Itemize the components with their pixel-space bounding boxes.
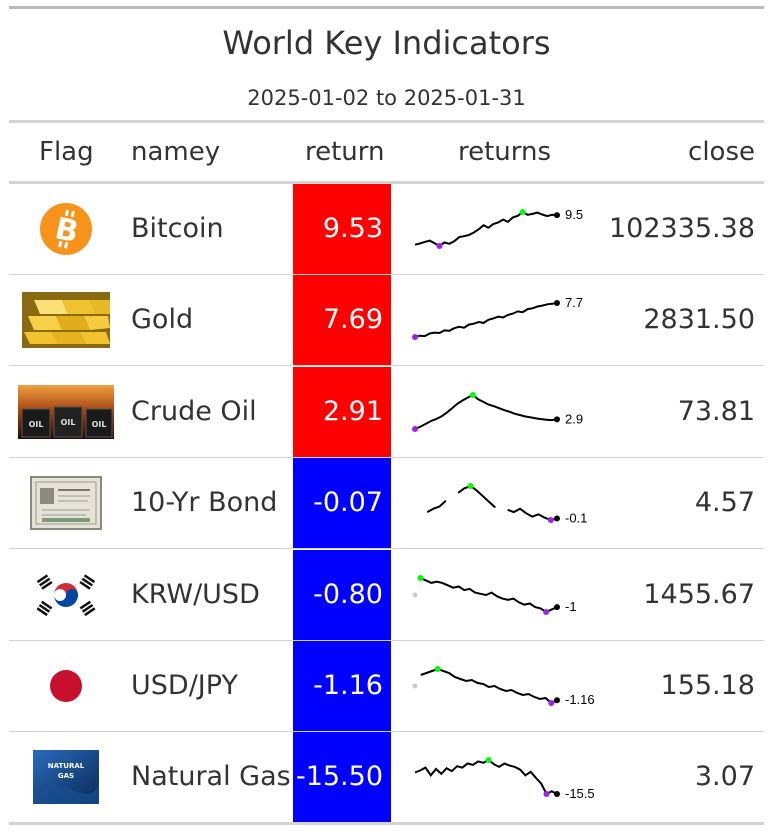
row-return: -15.50 <box>293 732 391 823</box>
row-name: Gold <box>131 304 194 336</box>
sparkline-last-point <box>554 416 560 423</box>
sparkline-last-point <box>554 212 560 219</box>
column-header-close: close <box>688 137 755 167</box>
sparkline-min-point <box>547 517 554 524</box>
header-bottom-rule <box>9 181 764 184</box>
gold-bars-icon <box>15 275 117 365</box>
natural-gas-icon: NATURAL GAS <box>15 732 117 822</box>
top-rule <box>9 6 764 9</box>
sparkline-max-point <box>469 391 476 398</box>
row-return: -1.16 <box>293 641 391 731</box>
header-top-rule <box>9 120 764 123</box>
sparkline-max-point <box>417 574 424 581</box>
bitcoin-icon: B <box>15 184 117 274</box>
sparkline-line <box>414 759 558 796</box>
japan-flag-icon <box>15 641 117 731</box>
sparkline-max-point <box>485 757 492 764</box>
sparkline-last-label: -15.5 <box>565 786 595 801</box>
sparkline-min-point <box>412 334 418 341</box>
sparkline-last-label: -1.16 <box>565 692 595 707</box>
svg-text:OIL: OIL <box>29 420 44 429</box>
sparkline-min-point <box>436 243 443 249</box>
row-close: 73.81 <box>677 395 755 427</box>
row-return: -0.80 <box>293 549 391 640</box>
returns-sparkline: -0.1 <box>426 483 587 526</box>
sparkline-max-point <box>467 483 474 490</box>
table-row: 10-Yr Bond -0.07 -0.1 4.57 <box>9 458 764 550</box>
sparkline-max-point <box>434 666 441 672</box>
row-name: Bitcoin <box>131 213 224 244</box>
returns-sparkline: -15.5 <box>414 757 595 801</box>
column-header-return: return <box>305 137 385 167</box>
sparkline-min-point <box>543 608 550 615</box>
sparkline-line <box>457 485 496 509</box>
row-close: 102335.38 <box>608 213 755 244</box>
row-return: 9.53 <box>293 184 391 274</box>
sparkline-last-point <box>554 791 560 798</box>
row-return: 2.91 <box>293 366 391 457</box>
sparkline-line <box>414 302 558 339</box>
table-subtitle: 2025-01-02 to 2025-01-31 <box>247 86 526 110</box>
crude-oil-icon: OIL OIL OIL <box>15 367 117 457</box>
row-name: KRW/USD <box>131 578 260 610</box>
svg-text:OIL: OIL <box>92 420 107 429</box>
table-row: Gold 7.69 7.7 2831.50 <box>9 275 764 367</box>
sparkline-last-point <box>554 300 560 307</box>
sparkline-last-point <box>554 603 560 610</box>
table-title: World Key Indicators <box>222 24 551 62</box>
sparkline-gap-point <box>412 592 418 598</box>
table-row: OIL OIL OIL Crude Oil 2.91 2.9 73.81 <box>9 366 764 458</box>
row-name: USD/JPY <box>131 670 238 701</box>
returns-sparkline: -1 <box>412 574 577 615</box>
row-close: 155.18 <box>660 670 755 701</box>
svg-text:OIL: OIL <box>61 418 76 427</box>
returns-sparkline: -1.16 <box>412 666 595 707</box>
korea-flag-icon <box>15 550 117 640</box>
sparkline-line <box>420 667 558 705</box>
row-return: -0.07 <box>293 458 391 549</box>
sparkline-line <box>420 576 558 613</box>
sparkline-last-label: 2.9 <box>565 411 583 426</box>
svg-text:GAS: GAS <box>58 772 74 780</box>
column-header-returns: returns <box>458 137 552 167</box>
returns-sparkline: 7.7 <box>412 295 583 341</box>
sparkline-last-label: -1 <box>565 599 577 614</box>
row-close: 1455.67 <box>643 578 755 610</box>
sparkline-line <box>414 210 558 248</box>
sparkline-gap-point <box>412 683 418 689</box>
row-close: 2831.50 <box>643 304 755 336</box>
svg-text:NATURAL: NATURAL <box>48 762 85 770</box>
sparkline-line <box>414 393 558 430</box>
row-name: 10-Yr Bond <box>131 487 278 519</box>
row-name: Crude Oil <box>131 395 257 427</box>
sparkline-line <box>426 500 447 514</box>
row-close: 3.07 <box>694 761 755 793</box>
sparkline-last-label: -0.1 <box>565 511 587 526</box>
sparkline-last-label: 7.7 <box>565 295 583 310</box>
bond-certificate-icon <box>15 458 117 548</box>
sparkline-max-point <box>519 209 526 215</box>
table-row: NATURAL GAS Natural Gas -15.50 -15.5 3.07 <box>9 732 764 826</box>
column-header-flag: Flag <box>39 137 94 167</box>
sparkline-min-point <box>412 425 418 432</box>
sparkline-last-label: 9.5 <box>565 207 583 222</box>
sparkline-min-point <box>548 700 555 706</box>
row-name: Natural Gas <box>131 761 291 793</box>
returns-sparkline: 2.9 <box>412 391 583 432</box>
sparkline-last-point <box>554 515 560 522</box>
sparkline-min-point <box>543 791 550 798</box>
table-row: B Bitcoin 9.53 9.5 102335.38 <box>9 184 764 275</box>
returns-sparkline: 9.5 <box>414 207 583 249</box>
column-header-row: Flag namey return returns close <box>9 125 764 182</box>
row-return: 7.69 <box>293 275 391 366</box>
sparkline-last-point <box>554 697 560 704</box>
table-row: USD/JPY -1.16 -1.16 155.18 <box>9 641 764 732</box>
column-header-name: namey <box>131 137 221 167</box>
row-close: 4.57 <box>694 487 755 519</box>
table-row: KRW/USD -0.80 -1 1455.67 <box>9 549 764 641</box>
